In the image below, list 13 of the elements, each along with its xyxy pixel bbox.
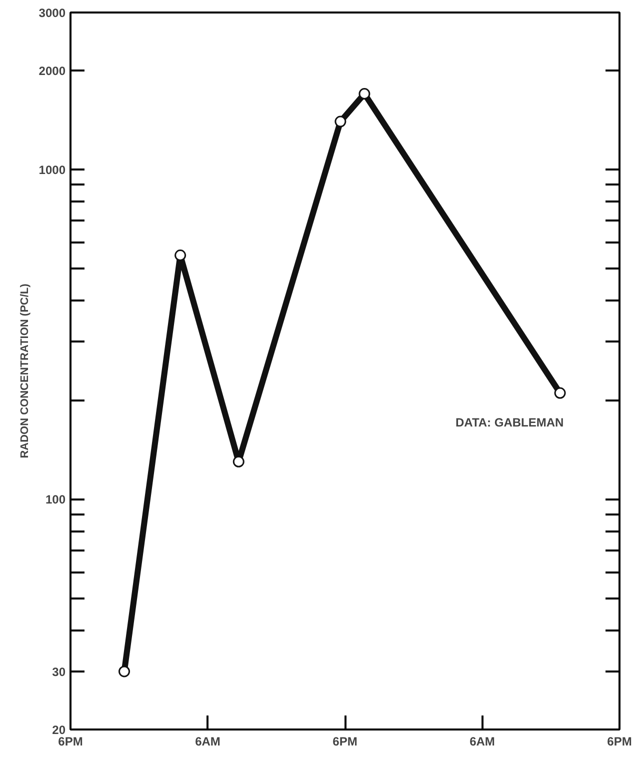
x-tick-label: 6PM [607, 734, 632, 748]
x-tick-label: 6AM [470, 734, 495, 748]
y-tick-label: 20 [52, 723, 66, 737]
x-tick-label: 6PM [58, 734, 83, 748]
y-tick-label: 30 [52, 664, 66, 679]
y-tick-label: 100 [45, 492, 66, 507]
y-axis-title: RADON CONCENTRATION (PC/L) [18, 283, 31, 458]
x-tick-label: 6PM [332, 734, 358, 748]
x-tick-label: 6AM [195, 734, 220, 748]
annotation: DATA: GABLEMAN [456, 416, 564, 430]
y-tick-label: 3000 [38, 6, 66, 20]
y-tick-label: 2000 [38, 64, 66, 78]
y-tick-label: 1000 [38, 163, 66, 178]
